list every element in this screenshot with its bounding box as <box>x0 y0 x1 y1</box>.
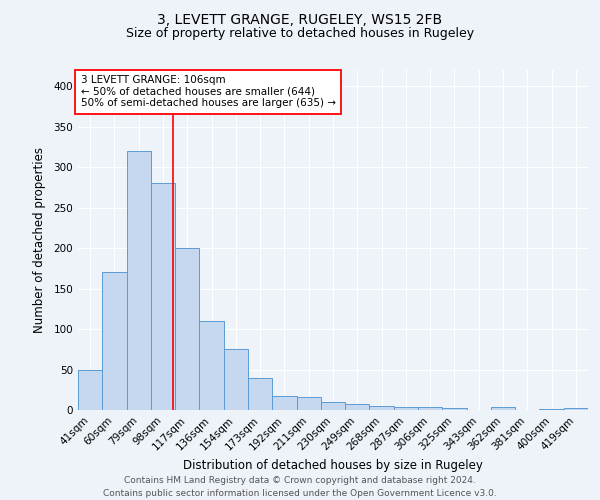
Y-axis label: Number of detached properties: Number of detached properties <box>34 147 46 333</box>
Text: Contains HM Land Registry data © Crown copyright and database right 2024.
Contai: Contains HM Land Registry data © Crown c… <box>103 476 497 498</box>
Bar <box>78 370 102 410</box>
Bar <box>272 396 296 410</box>
Bar <box>296 397 321 410</box>
Bar <box>345 404 370 410</box>
Bar <box>442 408 467 410</box>
Bar <box>248 378 272 410</box>
Bar <box>418 407 442 410</box>
Bar <box>175 248 199 410</box>
Bar <box>224 350 248 410</box>
Bar <box>539 409 564 410</box>
Bar <box>151 184 175 410</box>
Bar <box>321 402 345 410</box>
Bar <box>564 408 588 410</box>
Text: Size of property relative to detached houses in Rugeley: Size of property relative to detached ho… <box>126 28 474 40</box>
Text: 3, LEVETT GRANGE, RUGELEY, WS15 2FB: 3, LEVETT GRANGE, RUGELEY, WS15 2FB <box>157 12 443 26</box>
Text: 3 LEVETT GRANGE: 106sqm
← 50% of detached houses are smaller (644)
50% of semi-d: 3 LEVETT GRANGE: 106sqm ← 50% of detache… <box>80 75 335 108</box>
X-axis label: Distribution of detached houses by size in Rugeley: Distribution of detached houses by size … <box>183 458 483 471</box>
Bar <box>394 407 418 410</box>
Bar <box>199 321 224 410</box>
Bar <box>491 407 515 410</box>
Bar <box>370 406 394 410</box>
Bar <box>127 151 151 410</box>
Bar <box>102 272 127 410</box>
